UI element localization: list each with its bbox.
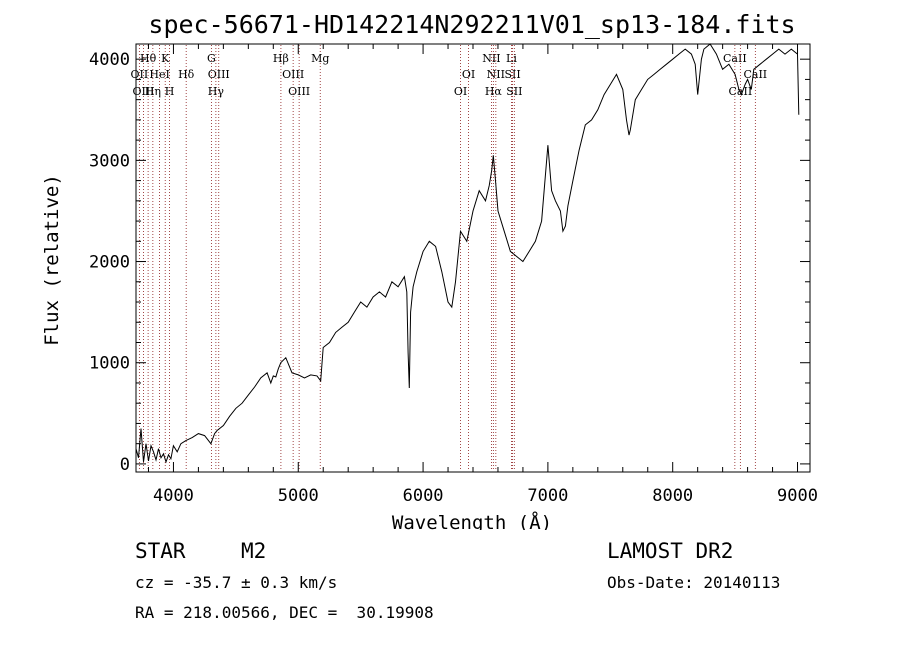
spectral-line-label: Li [506,52,517,65]
spectrum-line [135,43,800,464]
object-type: STAR [135,539,186,563]
plot-frame [135,43,811,473]
y-tick-label: 2000 [89,253,130,273]
object-subclass: M2 [241,539,267,563]
spectral-line-label: SII [506,85,522,98]
x-tick-label: 6000 [403,486,444,506]
redshift-readout: cz = -35.7 ± 0.3 km/s [135,573,338,592]
spectral-line-label: OIII [288,85,310,98]
spectral-line-label: OIII [208,68,230,81]
spectral-line-label: NII [482,52,500,65]
x-tick-label: 8000 [652,486,693,506]
chart-title: spec-56671-HD142214N292211V01_sp13-184.f… [148,10,795,39]
axis-ticks: 4000 5000 6000 7000 8000 9000 0 1000 2000 3000 400… [89,44,818,506]
spectral-line-label: Hθ [140,52,157,65]
spectral-line-label: OI [462,68,475,81]
spectral-line-label: OI [454,85,467,98]
y-tick-label: 0 [120,455,130,475]
spectral-line-label: Hη [145,85,161,98]
x-tick-label: 7000 [527,486,568,506]
y-axis-label: Flux (relative) [41,174,63,346]
x-tick-label: 5000 [278,486,319,506]
x-axis-label: Wavelength (Å) [392,511,552,530]
spectral-line-label: Hδ [178,68,195,81]
spectral-line-label: HeI [149,68,169,81]
y-tick-label: 3000 [89,151,130,171]
spectral-line-label: NII [487,68,505,81]
y-tick-label: 1000 [89,354,130,374]
spectral-line-label: Hγ [208,85,225,98]
spectral-line-label: OIII [132,85,154,98]
spectral-line-label: CaII [743,68,767,81]
spectrum-plot: spec-56671-HD142214N292211V01_sp13-184.f… [41,10,818,530]
spectral-line-label: G [207,52,216,65]
spectral-line-label: Hα [485,85,503,98]
spectral-line-label: OIII [282,68,304,81]
spectral-line-label: Hβ [273,52,289,65]
spectral-line-label: K [161,52,170,65]
x-tick-label: 9000 [777,486,818,506]
y-tick-label: 4000 [89,50,130,70]
observation-date: Obs-Date: 20140113 [607,573,781,592]
coordinates-readout: RA = 218.00566, DEC = 30.19908 [135,603,434,622]
spectral-line-label: CaII [723,52,747,65]
spectral-line-label: Mg [311,52,329,65]
spectral-line-label: OII [131,68,149,81]
x-tick-label: 4000 [153,486,194,506]
spectral-line-label: H [165,85,175,98]
spectral-line-label: SII [504,68,520,81]
survey-name: LAMOST DR2 [607,539,734,563]
